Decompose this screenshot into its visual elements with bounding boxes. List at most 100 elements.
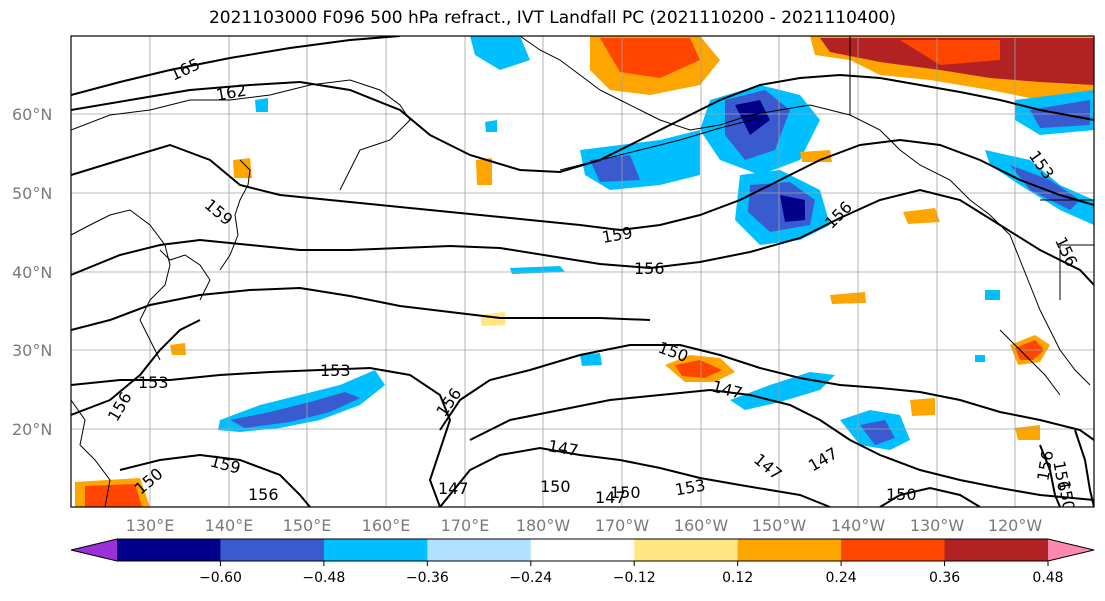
lon-label: 150°W	[752, 516, 807, 535]
coastline-asia-north	[71, 79, 411, 191]
lat-label: 30°N	[12, 341, 52, 360]
contour-156-west	[71, 286, 651, 331]
lon-label: 160°W	[674, 516, 729, 535]
contour-label: 156	[248, 485, 279, 504]
colorbar-tick-label: −0.24	[509, 570, 552, 586]
map-panel: 165 162 159 159 156 156 156 156 153 153 …	[70, 35, 1095, 512]
contour-156	[71, 188, 1094, 286]
refractivity-contours	[71, 36, 1094, 507]
colorbar-extend-max	[1048, 539, 1094, 561]
lat-label: 20°N	[12, 420, 52, 439]
anomaly-negative-strong	[590, 155, 640, 182]
colorbar-segment	[427, 539, 532, 561]
lon-label: 150°E	[283, 516, 332, 535]
lon-label: 130°W	[910, 516, 965, 535]
colorbar-segment	[841, 539, 946, 561]
anomaly-positive-strong	[600, 38, 700, 78]
contour-label: 150	[1054, 479, 1078, 512]
contour-label: 147	[438, 479, 469, 498]
lon-label: 170°W	[595, 516, 650, 535]
colorbar-segment	[220, 539, 325, 561]
anomaly-negative	[485, 120, 497, 132]
contour-156-sw	[71, 319, 201, 416]
lon-label: 130°E	[126, 516, 175, 535]
contour-147	[469, 388, 1094, 501]
contour-label: 150	[540, 477, 571, 496]
lon-label: 170°E	[441, 516, 490, 535]
colorbar-segment	[117, 539, 221, 561]
colorbar-segment	[530, 539, 635, 561]
map-title: 2021103000 F096 500 hPa refract., IVT La…	[208, 8, 896, 28]
anomaly-negative-strong	[1010, 165, 1080, 210]
colorbar-tick-label: −0.48	[302, 570, 345, 586]
contour-label: 150	[610, 483, 641, 502]
anomaly-positive	[800, 150, 832, 162]
anomaly-negative	[985, 290, 1000, 300]
anomaly-positive	[476, 158, 492, 185]
colorbar: −0.60 −0.48 −0.36 −0.24 −0.12 0.12 0.24 0.36 0.4…	[70, 538, 1095, 586]
map-frame	[70, 35, 1095, 508]
anomaly-positive-strong	[900, 40, 1000, 65]
lon-label: 140°W	[831, 516, 886, 535]
anomaly-positive	[910, 398, 935, 416]
anomaly-negative-strong	[860, 420, 895, 445]
anomaly-positive	[830, 292, 866, 304]
colorbar-segment	[944, 539, 1049, 561]
contour-153-east	[1074, 429, 1094, 507]
lon-label: 160°E	[362, 516, 411, 535]
graticule	[71, 36, 1094, 507]
colorbar-extend-min	[71, 539, 117, 561]
contour-label: 153	[138, 373, 169, 392]
coastline-baja	[999, 329, 1061, 396]
anomaly-positive	[233, 158, 252, 178]
anomaly-positive-strong	[85, 484, 142, 507]
contour-165	[71, 36, 401, 96]
colorbar-tick-label: −0.12	[613, 570, 656, 586]
contour-label: 153	[320, 361, 351, 380]
contour-147-south	[439, 446, 831, 507]
coastline-east-asia	[71, 209, 171, 361]
colorbar-tick-label: 0.48	[1032, 570, 1063, 586]
contour-label: 150	[886, 485, 917, 504]
anomaly-negative	[975, 355, 985, 362]
colorbar-tick-label: −0.60	[199, 570, 242, 586]
coastline-japan	[159, 249, 211, 301]
longitude-labels: 130°E 140°E 150°E 160°E 170°E 180°W 170°…	[126, 516, 1043, 535]
anomaly-negative	[730, 372, 835, 410]
colorbar-segment	[323, 539, 428, 561]
anomaly-negative-strongest	[735, 100, 770, 135]
colorbar-segment	[634, 539, 739, 561]
colorbar-ticks: −0.60 −0.48 −0.36 −0.24 −0.12 0.12 0.24 0.36 0.4…	[199, 561, 1064, 586]
anomaly-negative-strongest	[780, 195, 805, 222]
colorbar-tick-label: 0.24	[826, 570, 857, 586]
contour-159	[71, 138, 1094, 232]
colorbar-segment	[737, 539, 842, 561]
lat-label: 60°N	[12, 105, 52, 124]
coastline-south-china	[71, 399, 111, 507]
contour-label: 147	[595, 488, 626, 507]
lon-label: 180°W	[516, 516, 571, 535]
anomaly-positive	[170, 343, 186, 355]
coastline-kamchatka	[219, 159, 251, 271]
anomaly-negative-strong	[230, 392, 360, 428]
lat-label: 50°N	[12, 184, 52, 203]
contour-162	[71, 73, 1094, 174]
anomaly-positive	[903, 208, 940, 224]
lon-label: 140°E	[205, 516, 254, 535]
anomaly-negative	[255, 98, 268, 112]
coastline-alaska	[519, 36, 851, 131]
anomaly-positive-strong	[675, 360, 722, 378]
colorbar-tick-label: 0.36	[929, 570, 960, 586]
contour-156-east	[1039, 444, 1061, 507]
anomaly-negative	[580, 353, 602, 366]
colorbar-tick-label: −0.36	[406, 570, 449, 586]
contour-150-east	[879, 486, 981, 507]
shaded-anomalies	[75, 36, 1094, 507]
latitude-labels: 60°N 50°N 40°N 30°N 20°N	[12, 105, 52, 439]
lat-label: 40°N	[12, 263, 52, 282]
colorbar-segments	[117, 539, 1049, 561]
map-background	[71, 36, 1094, 507]
contour-159-south	[119, 453, 311, 507]
anomaly-negative	[470, 36, 530, 70]
